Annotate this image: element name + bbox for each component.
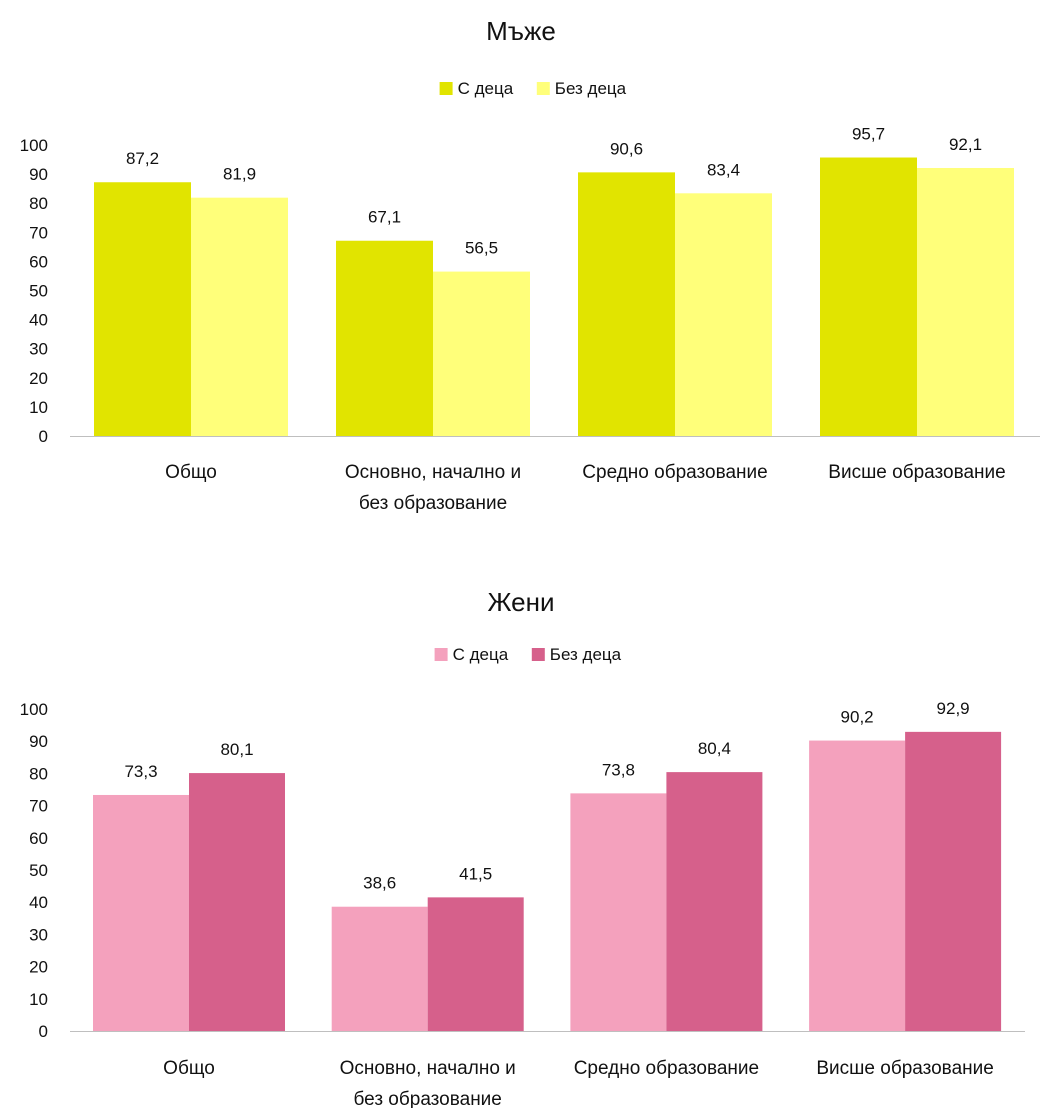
- legend-swatch-1: [434, 648, 448, 661]
- x-category-label: Общо: [165, 462, 217, 483]
- y-tick-label: 10: [29, 990, 48, 1009]
- x-category-label: без образование: [359, 493, 507, 514]
- y-tick-label: 10: [29, 398, 48, 417]
- y-tick-label: 30: [29, 340, 48, 359]
- data-label: 80,4: [698, 739, 731, 758]
- y-tick-label: 60: [29, 829, 48, 848]
- legend-label-1: С деца: [453, 645, 509, 664]
- legend-label-2: Без деца: [550, 645, 622, 664]
- chart-men: Мъже С деца Без деца 0 10 20 30 40 50 60 70 80 90 100…: [20, 16, 1040, 514]
- data-label: 87,2: [126, 149, 159, 168]
- data-label: 90,2: [841, 708, 874, 727]
- y-tick-label: 0: [39, 427, 48, 446]
- bar-series2-cat4: [917, 167, 1014, 436]
- bar-series2-cat2: [433, 271, 530, 436]
- data-label: 73,8: [602, 760, 635, 779]
- bar-series2-cat3: [675, 193, 772, 436]
- y-tick-label: 40: [29, 311, 48, 330]
- y-tick-label: 100: [20, 700, 48, 719]
- x-category-label: Висше образование: [828, 462, 1005, 483]
- x-category-label: Общо: [163, 1058, 215, 1079]
- legend-swatch-1: [439, 82, 453, 95]
- bar-series2-cat4: [905, 731, 1002, 1031]
- data-label: 81,9: [223, 165, 256, 184]
- y-tick-label: 70: [29, 223, 48, 242]
- data-label: 92,9: [937, 699, 970, 718]
- data-label: 38,6: [363, 874, 396, 893]
- legend-label-1: С деца: [458, 79, 514, 98]
- x-category-label: Средно образование: [574, 1058, 759, 1079]
- y-tick-label: 20: [29, 369, 48, 388]
- y-tick-label: 90: [29, 165, 48, 184]
- bar-series1-cat3: [570, 793, 667, 1031]
- y-tick-label: 70: [29, 797, 48, 816]
- bar-series1-cat1: [93, 794, 189, 1031]
- chart-women: Жени С деца Без деца 0 10 20 30 40 50 60 70 80 90 100…: [20, 587, 1025, 1108]
- x-category-label: Основно, начално и: [345, 462, 521, 483]
- bar-series2-cat1: [189, 773, 285, 1031]
- x-category-label: Висше образование: [816, 1058, 993, 1079]
- y-tick-label: 30: [29, 925, 48, 944]
- chart-title: Мъже: [486, 16, 556, 46]
- legend-swatch-2: [531, 648, 545, 661]
- y-tick-label: 90: [29, 732, 48, 751]
- bar-series1-cat4: [820, 157, 917, 436]
- bar-series2-cat3: [666, 772, 763, 1031]
- data-label: 56,5: [465, 239, 498, 258]
- bar-series2-cat2: [427, 897, 524, 1031]
- y-tick-label: 40: [29, 893, 48, 912]
- bar-series1-cat3: [578, 172, 675, 436]
- chart-title: Жени: [487, 587, 554, 617]
- data-label: 67,1: [368, 208, 401, 227]
- legend-swatch-2: [536, 82, 550, 95]
- y-tick-label: 50: [29, 282, 48, 301]
- data-label: 83,4: [707, 160, 740, 179]
- data-label: 73,3: [124, 762, 157, 781]
- x-category-label: Средно образование: [582, 462, 767, 483]
- data-label: 41,5: [459, 864, 492, 883]
- bar-series1-cat2: [331, 906, 428, 1031]
- y-tick-label: 100: [20, 136, 48, 155]
- y-tick-label: 80: [29, 764, 48, 783]
- y-tick-label: 0: [39, 1022, 48, 1041]
- bar-series1-cat2: [336, 240, 433, 436]
- data-label: 95,7: [852, 125, 885, 144]
- x-category-label: без образование: [354, 1089, 502, 1108]
- x-category-label: Основно, начално и: [340, 1058, 516, 1079]
- y-tick-label: 20: [29, 958, 48, 977]
- bar-series2-cat1: [191, 197, 288, 436]
- y-tick-label: 50: [29, 861, 48, 880]
- legend-label-2: Без деца: [555, 79, 627, 98]
- y-tick-label: 80: [29, 194, 48, 213]
- y-tick-label: 60: [29, 252, 48, 271]
- data-label: 90,6: [610, 139, 643, 158]
- data-label: 92,1: [949, 135, 982, 154]
- data-label: 80,1: [220, 740, 253, 759]
- bar-series1-cat1: [94, 182, 191, 436]
- bar-series1-cat4: [809, 740, 906, 1031]
